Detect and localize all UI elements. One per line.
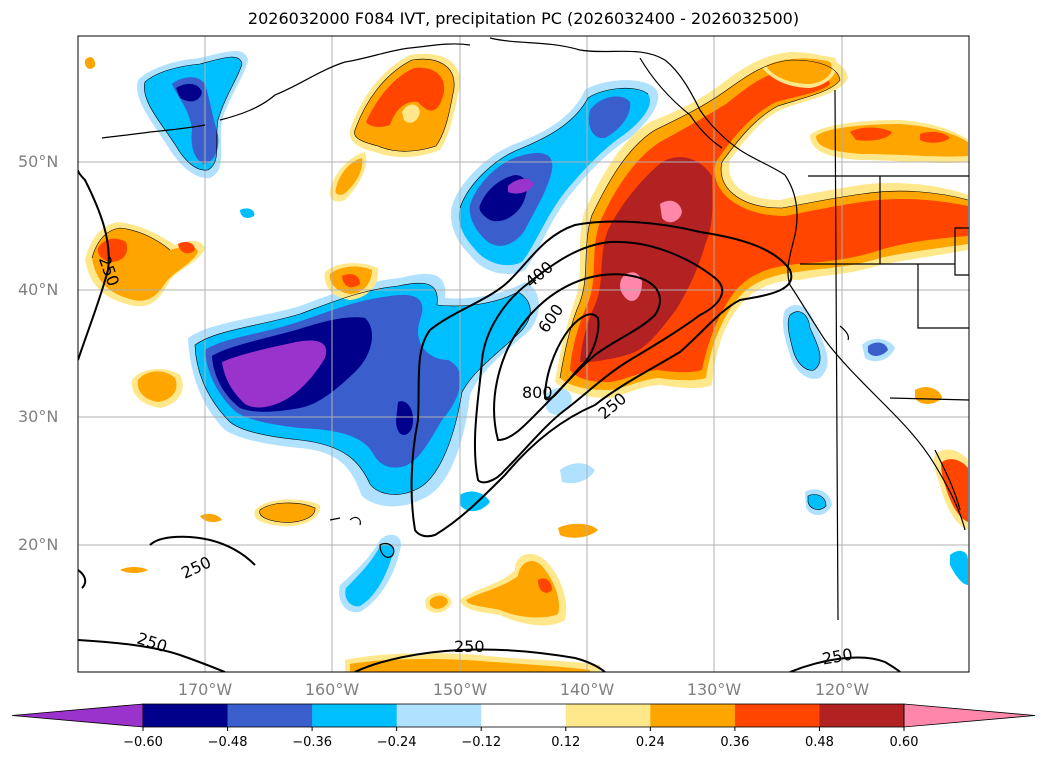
colorbar-tick-label: −0.60 bbox=[123, 735, 163, 750]
coastlines bbox=[101, 37, 969, 621]
pos-region-patch-1b bbox=[137, 371, 177, 402]
neg-region-north-l5 bbox=[508, 178, 534, 194]
ivt-contours bbox=[78, 169, 901, 672]
lon-label-120w: 120°W bbox=[814, 680, 870, 699]
ivt-250-west bbox=[78, 169, 110, 361]
pos-region-patch-5b bbox=[466, 561, 560, 618]
neg-region-main-l5 bbox=[222, 340, 327, 408]
neg-region-small-6b bbox=[788, 311, 821, 371]
neg-region-small-4 bbox=[808, 494, 826, 510]
colorbar bbox=[11, 703, 1036, 731]
pos-region-patch-2c bbox=[342, 274, 360, 288]
lat-label-20n: 20°N bbox=[18, 535, 59, 554]
lon-label-160w: 160°W bbox=[304, 680, 360, 699]
pos-region-main-l5b bbox=[620, 272, 642, 301]
colorbar-cell bbox=[312, 704, 398, 727]
colorbar-tick-label: −0.12 bbox=[461, 735, 502, 750]
ivt-250-se bbox=[789, 656, 901, 672]
pos-region-canada-l3 bbox=[850, 127, 892, 141]
colorbar-cell bbox=[396, 704, 482, 727]
colorbar-tick-label: 0.48 bbox=[804, 735, 834, 750]
colorbar-cell bbox=[143, 704, 229, 727]
ivt-250-sw bbox=[149, 535, 256, 566]
neg-region-small-10 bbox=[560, 463, 595, 484]
ivt-250-left-bottom bbox=[78, 569, 87, 589]
colorbar-cell bbox=[819, 704, 905, 727]
colorbar-cell bbox=[481, 704, 567, 727]
colorbar-tick-label: 0.60 bbox=[889, 735, 919, 750]
colorbar-tick-label: −0.24 bbox=[376, 735, 417, 750]
ivt-contour-labels: 250 400 600 800 250 250 250 250 250 bbox=[95, 253, 854, 668]
neg-region-dark-spot bbox=[396, 401, 414, 435]
lon-label-170w: 170°W bbox=[177, 680, 233, 699]
ivt-250-bottom bbox=[78, 639, 226, 672]
pos-region-patch-12 bbox=[120, 567, 148, 573]
pos-region-patch-8b bbox=[350, 659, 590, 672]
neg-region-small-1 bbox=[545, 388, 572, 415]
pos-region-patch-14 bbox=[84, 57, 96, 69]
pos-region-patch-10b bbox=[941, 459, 968, 522]
ivt-label-800: 800 bbox=[522, 383, 553, 402]
lon-label-140w: 140°W bbox=[559, 680, 615, 699]
neg-region-small-2 bbox=[240, 208, 255, 218]
pos-region-patch-7 bbox=[558, 523, 598, 538]
pos-region-north-bc-hole bbox=[402, 104, 420, 123]
colorbar-extend-low bbox=[11, 703, 144, 728]
ivt-250-bottom-mid bbox=[354, 648, 606, 672]
colorbar-tick-label: 0.12 bbox=[551, 735, 581, 750]
map-figure: 250 400 600 800 250 250 250 250 250 bbox=[77, 35, 970, 673]
pos-region-west-edge-l3b bbox=[178, 242, 195, 254]
lon-label-150w: 150°W bbox=[432, 680, 488, 699]
pos-region-main-l5a bbox=[660, 200, 682, 223]
pos-region-patch-4b bbox=[259, 502, 316, 523]
neg-region-north-l3b bbox=[588, 96, 631, 139]
ivt-400 bbox=[473, 240, 724, 484]
map-frame bbox=[77, 35, 970, 673]
colorbar-extend-high bbox=[903, 703, 1036, 728]
lat-label-40n: 40°N bbox=[18, 280, 59, 299]
precip-contour-lines bbox=[91, 56, 969, 523]
ivt-label-250-bottom-mid: 250 bbox=[454, 637, 485, 656]
colorbar-cell bbox=[227, 704, 313, 727]
ivt-250-main bbox=[410, 220, 793, 538]
pos-region-patch-11 bbox=[915, 387, 942, 404]
colorbar-tick-label: −0.36 bbox=[292, 735, 333, 750]
graticule bbox=[78, 36, 969, 672]
map-title: 2026032000 F084 IVT, precipitation PC (2… bbox=[247, 9, 800, 28]
colorbar-cell bbox=[734, 704, 820, 727]
lat-label-50n: 50°N bbox=[18, 152, 59, 171]
colorbar-frame bbox=[142, 703, 905, 728]
pos-region-patch-3b bbox=[335, 158, 363, 195]
pos-region-canada-l4 bbox=[920, 131, 950, 143]
pos-region-west-edge-l3 bbox=[97, 238, 128, 262]
ivt-800 bbox=[543, 313, 600, 401]
neg-region-small-7b bbox=[868, 342, 888, 356]
lon-label-130w: 130°W bbox=[686, 680, 742, 699]
lat-label-30n: 30°N bbox=[18, 407, 59, 426]
precipitation-fill-layer bbox=[84, 51, 968, 672]
pos-region-north-bc-l3 bbox=[366, 67, 445, 127]
pos-region-patch-6b bbox=[430, 595, 448, 609]
neg-region-nw-l4 bbox=[176, 83, 202, 102]
neg-region-small-8 bbox=[950, 550, 968, 585]
pos-region-patch-9b bbox=[766, 58, 832, 84]
colorbar-tick-label: 0.36 bbox=[720, 735, 750, 750]
colorbar-cell bbox=[565, 704, 651, 727]
neg-region-small-5b bbox=[345, 543, 394, 607]
colorbar-cell bbox=[650, 704, 736, 727]
pos-region-patch-5c bbox=[538, 578, 552, 593]
colorbar-tick-label: 0.24 bbox=[635, 735, 665, 750]
colorbar-tick-label: −0.48 bbox=[207, 735, 248, 750]
